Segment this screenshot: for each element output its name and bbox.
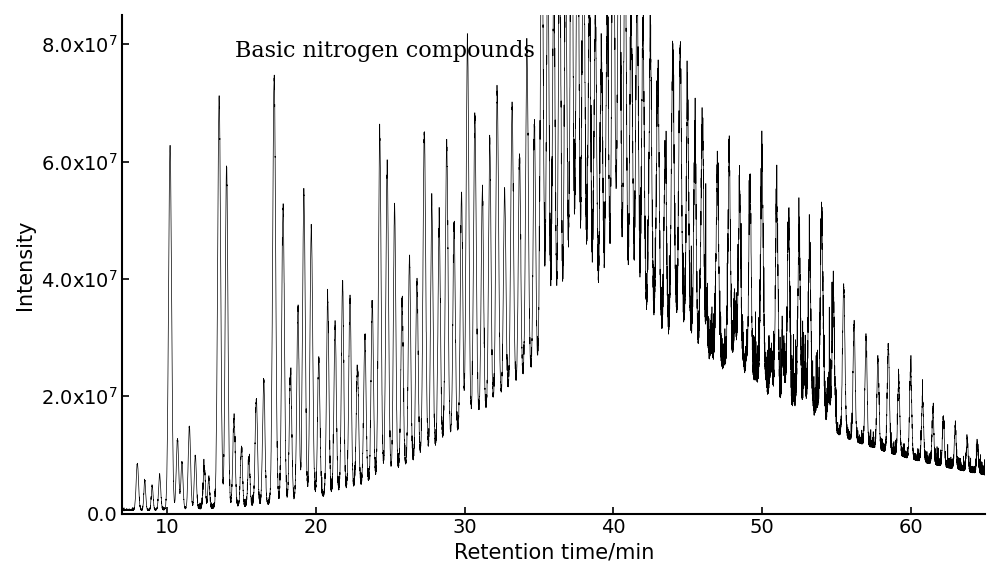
Y-axis label: Intensity: Intensity <box>15 219 35 310</box>
Text: Basic nitrogen compounds: Basic nitrogen compounds <box>235 40 534 62</box>
X-axis label: Retention time/min: Retention time/min <box>454 543 654 563</box>
